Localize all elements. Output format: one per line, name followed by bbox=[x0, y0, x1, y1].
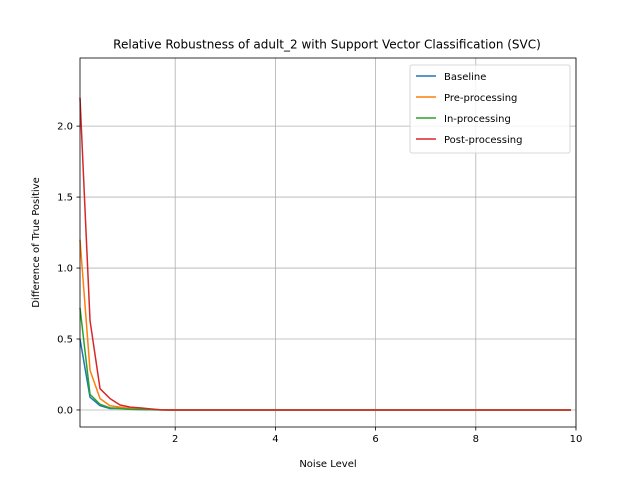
x-tick-label: 8 bbox=[473, 434, 479, 445]
y-tick-label: 1.5 bbox=[57, 193, 73, 204]
y-axis-ticks: 0.0 0.5 1.0 1.5 2.0 bbox=[57, 122, 80, 416]
x-axis-ticks: 2 4 6 8 10 bbox=[172, 427, 582, 445]
legend-label: In-processing bbox=[444, 114, 511, 125]
x-tick-label: 10 bbox=[570, 434, 583, 445]
y-tick-label: 0.0 bbox=[57, 405, 73, 416]
series-lines bbox=[79, 97, 571, 411]
y-tick-label: 2.0 bbox=[57, 122, 73, 133]
x-tick-label: 2 bbox=[172, 434, 178, 445]
x-tick-label: 4 bbox=[272, 434, 278, 445]
legend-box bbox=[409, 64, 571, 154]
legend-label: Pre-processing bbox=[444, 93, 517, 104]
y-tick-label: 1.0 bbox=[57, 264, 73, 275]
legend: Baseline Pre-processing In-processing Post-… bbox=[409, 64, 571, 154]
y-tick-label: 0.5 bbox=[57, 335, 73, 346]
legend-label: Baseline bbox=[444, 72, 486, 83]
legend-label: Post-processing bbox=[444, 135, 522, 146]
y-axis-title: Difference of True Positive bbox=[31, 177, 42, 308]
chart-title: Relative Robustness of adult_2 with Supp… bbox=[113, 38, 541, 52]
series-line-post-processing bbox=[79, 97, 571, 411]
x-tick-label: 6 bbox=[372, 434, 378, 445]
x-axis-title: Noise Level bbox=[299, 459, 356, 470]
plot-frame bbox=[79, 57, 577, 428]
